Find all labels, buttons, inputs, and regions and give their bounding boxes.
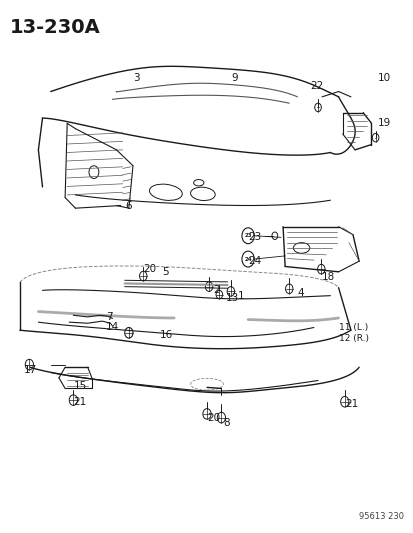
Text: 8: 8 [223, 418, 230, 428]
Text: 7: 7 [106, 312, 113, 322]
Text: 3: 3 [133, 73, 139, 83]
Text: 23: 23 [247, 232, 261, 243]
Text: 20: 20 [143, 264, 156, 274]
Text: 2: 2 [213, 285, 219, 295]
Text: 11 (L.): 11 (L.) [338, 323, 367, 332]
Text: 95613 230: 95613 230 [358, 512, 404, 521]
Text: 5: 5 [161, 267, 168, 277]
Text: 15: 15 [73, 381, 86, 391]
Text: 23: 23 [244, 233, 252, 238]
Text: 18: 18 [321, 272, 335, 282]
Text: 4: 4 [297, 288, 304, 298]
Text: 13: 13 [225, 293, 238, 303]
Text: 6: 6 [124, 200, 131, 211]
Text: 24: 24 [244, 256, 252, 262]
Text: 19: 19 [377, 118, 390, 128]
Text: 24: 24 [247, 256, 261, 266]
Text: 12 (R.): 12 (R.) [338, 334, 368, 343]
Text: 13-230A: 13-230A [9, 18, 100, 37]
Text: 21: 21 [73, 397, 86, 407]
Text: 21: 21 [344, 399, 357, 409]
Text: 20: 20 [206, 413, 220, 423]
Text: 22: 22 [309, 81, 322, 91]
Text: 1: 1 [237, 290, 244, 301]
Text: 16: 16 [159, 330, 173, 341]
Text: 14: 14 [106, 322, 119, 333]
Text: 9: 9 [231, 73, 238, 83]
Text: 17: 17 [24, 365, 37, 375]
Text: 10: 10 [377, 73, 390, 83]
